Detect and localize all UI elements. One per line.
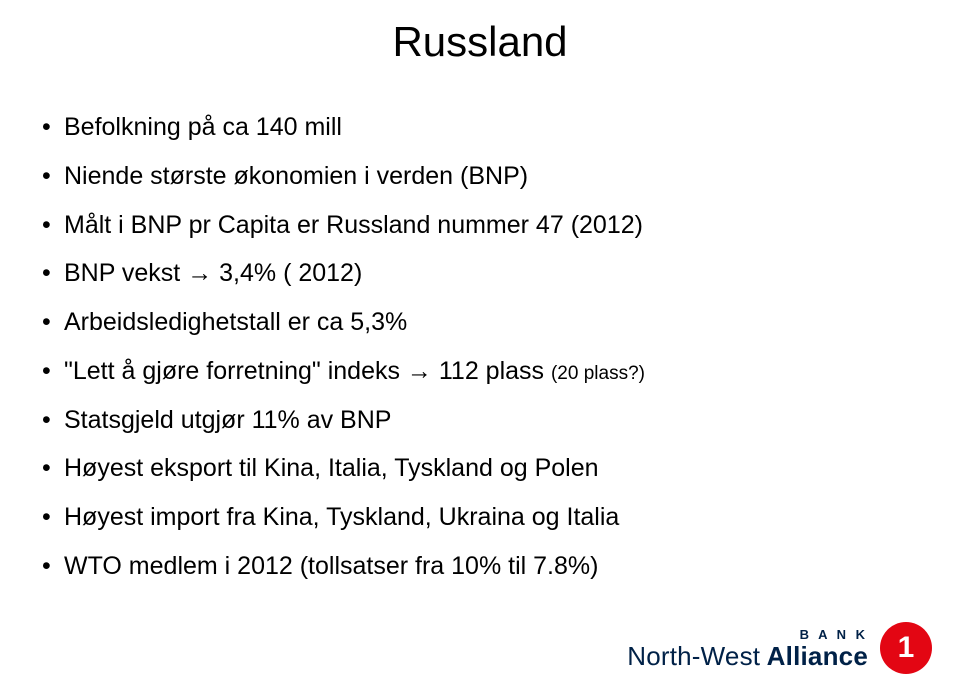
bullet-item: "Lett å gjøre forretning" indeks → 112 p… [42,352,900,391]
bullet-text-post: 3,4% ( 2012) [212,259,362,287]
bullet-text: Høyest eksport til Kina, Italia, Tysklan… [64,454,599,482]
bullet-item: Statsgjeld utgjør 11% av BNP [42,401,900,440]
bullet-text: Arbeidsledighetstall er ca 5,3% [64,308,407,336]
arrow-icon: → [187,259,212,287]
bullet-text: Befolkning på ca 140 mill [64,113,342,141]
bullet-item: Arbeidsledighetstall er ca 5,3% [42,303,900,342]
bullet-text: Høyest import fra Kina, Tyskland, Ukrain… [64,503,619,531]
bullet-item: Høyest import fra Kina, Tyskland, Ukrain… [42,498,900,537]
bullet-text-pre: BNP vekst [64,259,187,287]
bullet-text-post: 112 plass [432,357,551,385]
bullet-text: WTO medlem i 2012 (tollsatser fra 10% ti… [64,552,598,580]
logo-badge-number: 1 [898,631,915,665]
logo-name: North-West Alliance [627,643,868,669]
logo-text: B A N K North-West Alliance [627,628,868,669]
bullet-text: Målt i BNP pr Capita er Russland nummer … [64,211,643,239]
logo-name-light: North-West [627,641,760,671]
bullet-text-small: (20 plass?) [551,363,645,384]
bullet-text-pre: "Lett å gjøre forretning" indeks [64,357,407,385]
logo-badge-icon: 1 [880,622,932,674]
bullet-text: Statsgjeld utgjør 11% av BNP [64,406,391,434]
bullet-list: Befolkning på ca 140 mill Niende største… [42,108,900,596]
brand-logo: B A N K North-West Alliance 1 [627,622,932,674]
logo-name-bold: Alliance [760,641,868,671]
arrow-icon: → [407,357,432,385]
bullet-text: Niende største økonomien i verden (BNP) [64,162,528,190]
logo-bank-label: B A N K [627,628,868,641]
bullet-item: Målt i BNP pr Capita er Russland nummer … [42,206,900,245]
bullet-item: WTO medlem i 2012 (tollsatser fra 10% ti… [42,547,900,586]
slide: Russland Befolkning på ca 140 mill Niend… [0,0,960,696]
bullet-item: BNP vekst → 3,4% ( 2012) [42,254,900,293]
bullet-item: Niende største økonomien i verden (BNP) [42,157,900,196]
bullet-item: Høyest eksport til Kina, Italia, Tysklan… [42,449,900,488]
slide-title: Russland [0,18,960,66]
bullet-item: Befolkning på ca 140 mill [42,108,900,147]
